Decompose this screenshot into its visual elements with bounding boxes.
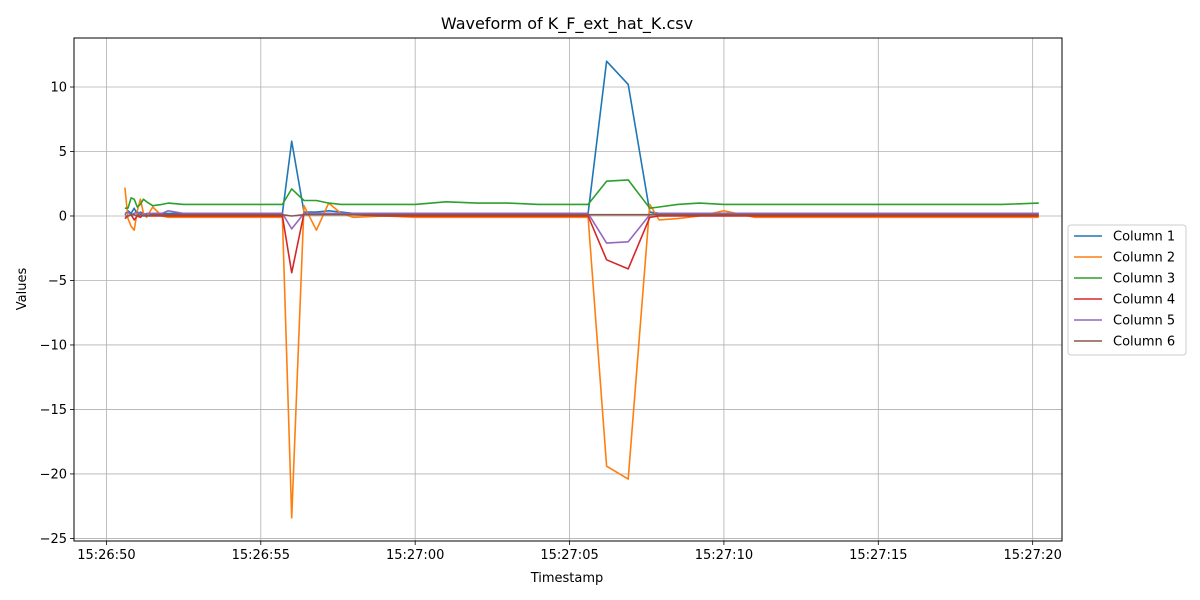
y-axis-label: Values xyxy=(15,268,30,311)
y-tick-label: −25 xyxy=(40,532,67,547)
x-tick-label: 15:27:05 xyxy=(540,548,598,563)
y-tick-label: 0 xyxy=(59,209,67,224)
x-axis-ticks: 15:26:50 15:26:55 15:27:00 15:27:05 15:27:10… xyxy=(77,541,1062,563)
y-tick-label: 5 xyxy=(59,145,67,160)
plot-frame xyxy=(73,37,1063,542)
x-axis-label: Timestamp xyxy=(530,571,604,586)
series-line-3 xyxy=(124,179,1039,209)
y-axis-ticks: 10 5 0 −5 −10 −15 −20 −25 xyxy=(40,81,74,547)
x-tick-label: 15:27:10 xyxy=(695,548,753,563)
y-tick-label: 10 xyxy=(50,81,67,96)
grid xyxy=(74,38,1062,541)
legend-label: Column 2 xyxy=(1113,251,1175,266)
y-tick-label: −10 xyxy=(40,338,67,353)
x-tick-label: 15:26:55 xyxy=(232,548,290,563)
series-line-4 xyxy=(124,212,1039,274)
legend-label: Column 4 xyxy=(1113,293,1175,308)
x-tick-label: 15:27:15 xyxy=(849,548,907,563)
legend-label: Column 1 xyxy=(1113,230,1175,245)
x-tick-label: 15:27:00 xyxy=(386,548,444,563)
y-tick-label: −5 xyxy=(48,274,67,289)
legend: Column 1 Column 2 Column 3 Column 4 Column 5… xyxy=(1067,224,1187,356)
legend-label: Column 6 xyxy=(1113,335,1175,350)
x-tick-label: 15:27:20 xyxy=(1003,548,1061,563)
legend-label: Column 3 xyxy=(1113,272,1175,287)
y-tick-label: −15 xyxy=(40,403,67,418)
series-line-1 xyxy=(124,60,1039,216)
legend-label: Column 5 xyxy=(1113,314,1175,329)
series-line-2 xyxy=(124,187,1039,519)
y-tick-label: −20 xyxy=(40,467,67,482)
chart-title: Waveform of K_F_ext_hat_K.csv xyxy=(441,14,693,34)
series-line-5 xyxy=(124,210,1039,244)
x-tick-label: 15:26:50 xyxy=(77,548,135,563)
plot-lines xyxy=(124,60,1039,519)
series-line-6 xyxy=(124,213,1039,217)
